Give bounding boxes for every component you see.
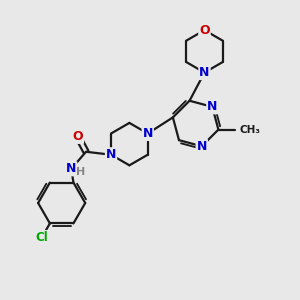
Text: H: H [76, 167, 85, 177]
Text: CH₃: CH₃ [240, 124, 261, 135]
Text: O: O [199, 24, 210, 37]
Text: N: N [196, 140, 207, 153]
Text: Cl: Cl [35, 231, 48, 244]
Text: N: N [207, 100, 217, 113]
Text: N: N [199, 66, 210, 79]
Text: N: N [66, 162, 76, 175]
Text: N: N [142, 127, 153, 140]
Text: N: N [106, 148, 116, 161]
Text: O: O [72, 130, 83, 143]
